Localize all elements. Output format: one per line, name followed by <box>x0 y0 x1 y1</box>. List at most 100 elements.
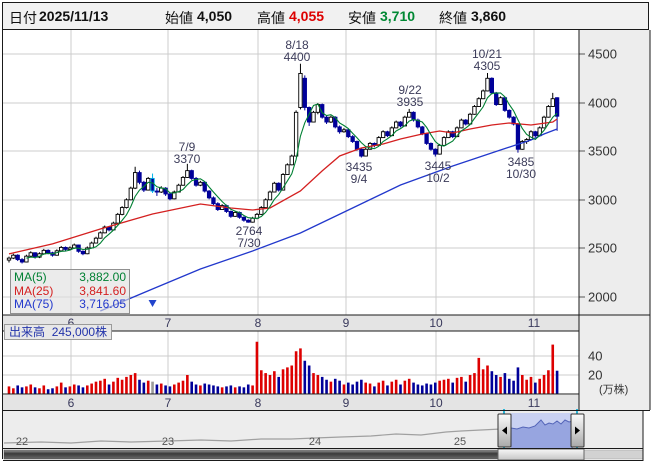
volume-bar <box>116 377 120 394</box>
volume-bar <box>12 388 15 394</box>
volume-bar <box>99 380 102 394</box>
volume-bar <box>464 381 468 394</box>
chart-canvas: 4500 4000 3500 3000 2500 2000 40 20(万株) 6 6 7 7 8 8 9 9… <box>3 30 651 461</box>
volume-bar <box>51 388 54 394</box>
volume-bar <box>325 379 328 394</box>
volume-bar <box>394 379 398 394</box>
year-label: 22 <box>16 436 28 448</box>
volume-bar <box>468 375 472 394</box>
candle-body <box>394 121 399 129</box>
volume-bar <box>455 377 459 394</box>
scrollbar-track-left[interactable] <box>3 449 499 460</box>
candle-body <box>550 98 555 107</box>
candle-body <box>72 244 77 249</box>
volume-bar <box>447 378 450 394</box>
volume-bar <box>255 341 259 394</box>
volume-bar <box>442 379 446 394</box>
volume-bar <box>460 376 463 394</box>
volume-bar <box>351 384 354 394</box>
volume-bar <box>429 384 433 394</box>
candle-body <box>359 148 364 157</box>
ma5-value: 3,882.00 <box>79 270 126 284</box>
candle-body <box>450 131 455 138</box>
volume-bar <box>273 371 276 394</box>
volume-value: 245,000株 <box>51 325 108 339</box>
volume-bar <box>177 382 180 394</box>
scrollbar-thumb[interactable] <box>497 448 585 461</box>
volume-bar <box>320 376 324 394</box>
annotation-date: 7/9 <box>179 140 196 154</box>
volume-bar <box>342 384 346 394</box>
candle-body <box>311 111 316 123</box>
candle-body <box>124 199 129 209</box>
price-axis-label: 2000 <box>588 290 617 305</box>
candle-body <box>407 111 412 118</box>
price-panel[interactable] <box>3 30 579 315</box>
volume-bar <box>486 365 489 394</box>
volume-axis-label: 20 <box>588 368 602 383</box>
volume-bar <box>25 386 28 394</box>
candle-body <box>459 119 464 129</box>
ma5-label: MA(5) <box>14 270 47 284</box>
candle-body <box>546 106 551 118</box>
candle-body <box>498 97 503 105</box>
candle-body <box>485 77 490 92</box>
candle-body <box>337 126 342 133</box>
open-value: 4,050 <box>197 8 233 24</box>
candle-body <box>285 164 290 175</box>
candle-body <box>193 177 199 186</box>
year-label: 24 <box>309 436 321 448</box>
candle-body <box>93 237 99 244</box>
volume-bar <box>307 365 311 394</box>
candle-body <box>481 90 486 100</box>
candle-body <box>472 106 477 115</box>
candle-body <box>115 213 120 224</box>
volume-bar <box>46 389 50 394</box>
candle-body <box>346 129 351 138</box>
volume-bar <box>194 384 198 394</box>
volume-bar <box>425 383 428 394</box>
volume-bar <box>29 384 33 394</box>
volume-bar <box>516 367 520 394</box>
price-axis-label: 4000 <box>588 96 617 111</box>
volume-bar <box>294 351 298 394</box>
volume-bar <box>360 379 363 394</box>
volume-bar <box>59 382 63 394</box>
volume-bar <box>142 382 146 394</box>
year-label: 25 <box>454 436 466 448</box>
candle-body <box>146 177 151 191</box>
volume-bar <box>390 381 394 394</box>
volume-month-strip <box>3 395 579 410</box>
scrollbar-track-right[interactable] <box>583 449 644 460</box>
candle-body <box>424 133 429 144</box>
candle-body <box>211 197 216 205</box>
candle-body <box>154 190 160 193</box>
price-axis-label: 2500 <box>588 241 617 256</box>
volume-bar <box>490 371 494 394</box>
candles-group <box>6 63 560 264</box>
volume-bar <box>412 382 415 394</box>
date-label: 日付 <box>9 10 37 26</box>
volume-bar <box>90 383 93 394</box>
volume-bar <box>534 382 537 394</box>
volume-bar <box>155 384 159 394</box>
split-marker-icon <box>148 300 157 307</box>
navigator-left-handle-arrow-icon <box>502 426 507 435</box>
volume-bar <box>481 369 485 394</box>
candle-body <box>280 174 286 191</box>
volume-bars-group <box>7 341 559 394</box>
low-value: 3,710 <box>380 8 416 24</box>
volume-bar <box>333 378 337 394</box>
candle-body <box>289 155 294 166</box>
candle-body <box>24 255 29 263</box>
volume-bar <box>203 383 207 394</box>
close-value: 3,860 <box>471 8 507 24</box>
volume-bar <box>347 382 350 394</box>
volume-bar <box>477 357 481 394</box>
candle-body <box>489 77 494 94</box>
volume-bar <box>303 360 307 394</box>
volume-bar <box>138 379 141 394</box>
volume-bar <box>246 384 250 394</box>
volume-bar <box>451 382 454 394</box>
volume-bar <box>220 387 224 394</box>
